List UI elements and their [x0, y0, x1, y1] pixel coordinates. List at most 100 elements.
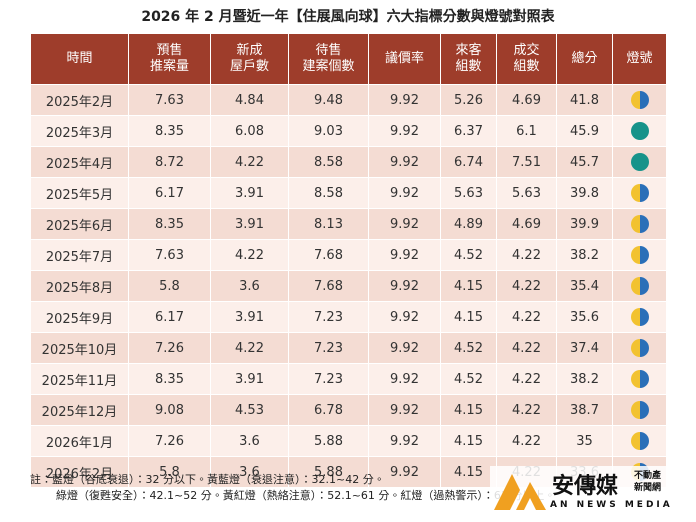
value-cell: 3.6: [210, 270, 289, 302]
value-cell: 38.2: [556, 363, 613, 395]
month-cell: 2026年2月: [30, 456, 129, 488]
value-cell: 45.7: [556, 146, 613, 178]
table-title: 2026 年 2 月暨近一年【住展風向球】六大指標分數與燈號對照表: [141, 9, 555, 25]
month-cell: 2025年11月: [30, 363, 129, 395]
value-cell: 7.26: [128, 425, 211, 457]
lamp: [630, 184, 649, 202]
value-cell: 7.68: [288, 239, 369, 271]
value-cell: 4.52: [440, 239, 497, 271]
value-cell: 6.08: [210, 115, 289, 147]
month-cell: 2025年7月: [30, 239, 129, 271]
value-cell: 9.92: [368, 115, 441, 147]
value-cell: 4.15: [440, 301, 497, 333]
table-row: 2025年7月 7.63 4.22 7.68 9.92 4.52 4.22 38.2: [30, 239, 667, 271]
value-cell: 6.17: [128, 301, 211, 333]
lamp-half: [630, 339, 640, 357]
value-cell: 4.15: [440, 425, 497, 457]
notes: 註：藍燈（谷底衰退）：32 分以下。黃藍燈（衰退注意）：32.1~42 分。 綠…: [30, 472, 555, 504]
value-cell: 7.63: [128, 84, 211, 116]
value-cell: 8.58: [288, 177, 369, 209]
table-row: 2025年2月 7.63 4.84 9.48 9.92 5.26 4.69 41.8: [30, 84, 667, 116]
value-cell: 4.22: [210, 239, 289, 271]
value-cell: 9.92: [368, 239, 441, 271]
value-cell: 4.52: [440, 363, 497, 395]
value-cell: 3.91: [210, 208, 289, 240]
header-cell: 預售 推案量: [128, 33, 211, 85]
value-cell: 45.9: [556, 115, 613, 147]
value-cell: 7.51: [496, 146, 557, 178]
header-cell: 待售 建案個數: [288, 33, 369, 85]
value-cell: 9.92: [368, 208, 441, 240]
logo-name: 安傳媒: [552, 474, 619, 499]
value-cell: 4.22: [496, 363, 557, 395]
lamp-cell: [612, 301, 667, 333]
table-row: 2025年8月 5.8 3.6 7.68 9.92 4.15 4.22 35.4: [30, 270, 667, 302]
note: 綠燈（復甦安全）：42.1~52 分。黃紅燈（熱絡注意）：52.1~61 分。紅…: [56, 489, 556, 502]
table-row: 2025年12月 9.08 4.53 6.78 9.92 4.15 4.22 38.7: [30, 394, 667, 426]
value-cell: 4.22: [496, 394, 557, 426]
lamp-half: [630, 308, 640, 326]
value-cell: 4.22: [210, 332, 289, 364]
month-cell: 2025年12月: [30, 394, 129, 426]
header-cell: 燈號: [612, 33, 667, 85]
value-cell: 6.1: [496, 115, 557, 147]
logo-en: AN NEWS MEDIA: [550, 500, 673, 510]
lamp-half: [630, 277, 640, 295]
lamp-half: [630, 215, 640, 233]
header-row: 時間 預售 推案量 新成 屋戶數 待售 建案個數 議價率 來客 組數 成交 組數 總分 燈號: [30, 33, 667, 85]
lamp-half: [630, 91, 640, 109]
value-cell: 7.23: [288, 332, 369, 364]
lamp-half: [639, 432, 649, 450]
lamp: [630, 339, 649, 357]
header-cell: 成交 組數: [496, 33, 557, 85]
lamp-half: [630, 153, 640, 171]
table-body: 2025年2月 7.63 4.84 9.48 9.92 5.26 4.69 41.8 2025年…: [30, 84, 667, 488]
value-cell: 41.8: [556, 84, 613, 116]
lamp: [630, 215, 649, 233]
score-table: 時間 預售 推案量 新成 屋戶數 待售 建案個數 議價率 來客 組數 成交 組數 總分 燈號 2…: [30, 33, 667, 488]
lamp-cell: [612, 115, 667, 147]
lamp-cell: [612, 84, 667, 116]
header-cell: 總分: [556, 33, 613, 85]
value-cell: 4.22: [496, 239, 557, 271]
value-cell: 39.8: [556, 177, 613, 209]
lamp: [630, 370, 649, 388]
value-cell: 4.22: [210, 146, 289, 178]
value-cell: 8.13: [288, 208, 369, 240]
lamp: [630, 432, 649, 450]
table-row: 2026年1月 7.26 3.6 5.88 9.92 4.15 4.22 35: [30, 425, 667, 457]
value-cell: 4.53: [210, 394, 289, 426]
lamp-half: [639, 215, 649, 233]
value-cell: 9.03: [288, 115, 369, 147]
lamp-half: [630, 246, 640, 264]
month-cell: 2025年5月: [30, 177, 129, 209]
table-row: 2025年10月 7.26 4.22 7.23 9.92 4.52 4.22 37.4: [30, 332, 667, 364]
lamp: [630, 308, 649, 326]
lamp: [630, 246, 649, 264]
value-cell: 3.6: [210, 456, 289, 488]
month-cell: 2025年9月: [30, 301, 129, 333]
value-cell: 7.68: [288, 270, 369, 302]
value-cell: 38.7: [556, 394, 613, 426]
lamp-half: [639, 308, 649, 326]
value-cell: 9.92: [368, 456, 441, 488]
value-cell: 7.23: [288, 363, 369, 395]
table-row: 2025年3月 8.35 6.08 9.03 9.92 6.37 6.1 45.9: [30, 115, 667, 147]
lamp-half: [630, 401, 640, 419]
value-cell: 9.92: [368, 394, 441, 426]
value-cell: 37.4: [556, 332, 613, 364]
value-cell: 5.8: [128, 270, 211, 302]
value-cell: 4.22: [496, 332, 557, 364]
month-cell: 2025年6月: [30, 208, 129, 240]
lamp-half: [639, 277, 649, 295]
lamp-half: [639, 91, 649, 109]
value-cell: 8.35: [128, 115, 211, 147]
header-cell: 來客 組數: [440, 33, 497, 85]
value-cell: 9.92: [368, 332, 441, 364]
lamp-cell: [612, 208, 667, 240]
value-cell: 8.72: [128, 146, 211, 178]
lamp-half: [639, 339, 649, 357]
month-cell: 2025年3月: [30, 115, 129, 147]
